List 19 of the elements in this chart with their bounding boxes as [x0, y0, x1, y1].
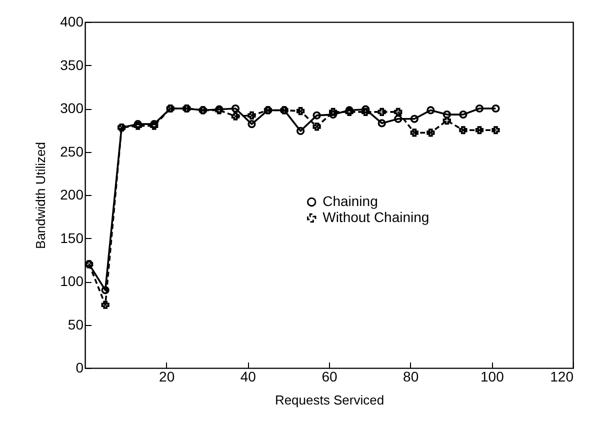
y-tick-label: 150 — [60, 230, 84, 246]
y-tick-label: 200 — [60, 186, 84, 202]
y-axis-title: Bandwidth Utilized — [33, 142, 48, 249]
y-tick-label: 100 — [60, 273, 84, 289]
y-tick-label: 350 — [60, 56, 84, 73]
x-tick-label: 100 — [480, 368, 504, 384]
x-tick-label: 80 — [403, 368, 419, 384]
y-tick-label: 400 — [60, 14, 84, 30]
y-tick-label: 300 — [60, 100, 84, 116]
x-tick-label: 60 — [322, 368, 338, 384]
y-tick-label: 50 — [68, 316, 84, 332]
x-tick-label: 120 — [550, 368, 574, 384]
x-tick-label: 20 — [159, 368, 175, 384]
y-tick-label: 0 — [76, 360, 84, 376]
legend-label: Without Chaining — [322, 209, 430, 225]
legend-label: Chaining — [322, 193, 378, 209]
y-tick-label: 250 — [60, 143, 84, 160]
x-axis-title: Requests Serviced — [274, 392, 384, 408]
x-tick-label: 40 — [240, 368, 256, 384]
